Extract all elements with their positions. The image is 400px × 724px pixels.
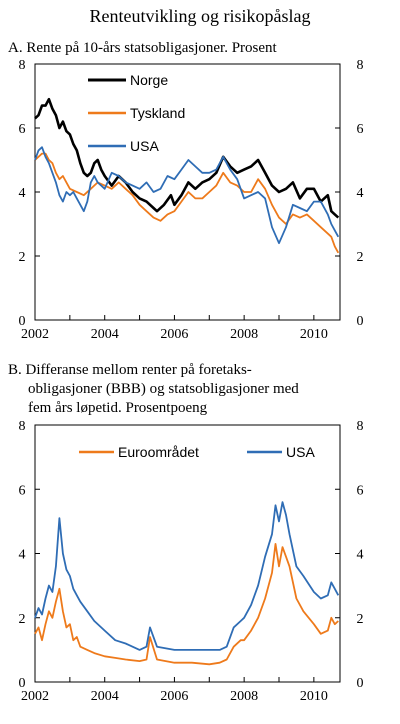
- panel-b-legend-label: Euroområdet: [118, 444, 199, 460]
- panel-b-title-line-3: fem års løpetid. Prosentpoeng: [28, 400, 208, 416]
- panel-b-series-euroomr-det-line: [34, 543, 339, 666]
- panel-b-title-line-2: obligasjoner (BBB) og statsobligasjoner …: [28, 381, 299, 397]
- panel-a-xtick-label: 2008: [230, 327, 258, 342]
- panel-a-ytick-label-left: 4: [19, 186, 26, 201]
- panel-b-ytick-label-left: 4: [19, 548, 26, 563]
- panel-a-series-usa-line: [34, 146, 340, 245]
- panel-b-ytick-label-left: 0: [19, 676, 26, 691]
- panel-a-chart: 0 0 2 2 4 4 6 6 8 8 2002 2004 2006 2008 2010 Norge Tyskl…: [19, 58, 364, 342]
- panel-b-ytick-label-right: 0: [357, 676, 364, 691]
- panel-b-legend-label: USA: [286, 444, 315, 460]
- panel-a-xtick-label: 2004: [91, 327, 119, 342]
- panel-b-title-line-1: B. Differanse mellom renter på foretaks-: [8, 362, 252, 378]
- panel-a-series-norge-line: [34, 97, 340, 219]
- panel-b-ytick-label-right: 4: [357, 548, 364, 563]
- panel-b-xtick-label: 2004: [91, 689, 119, 704]
- panel-a-ytick-label-left: 2: [19, 250, 26, 265]
- panel-a-ytick-label-right: 6: [357, 122, 364, 137]
- panel-b-chart: 0 0 2 2 4 4 6 6 8 8 2002 2004 2006 2008 2010 Euroområde…: [19, 419, 364, 704]
- panel-b-ytick-label-left: 8: [19, 419, 26, 434]
- figure-title: Renteutvikling og risikopåslag: [90, 6, 311, 26]
- panel-a-legend-label: USA: [130, 138, 159, 154]
- panel-b-ytick-label-right: 6: [357, 483, 364, 498]
- panel-b-xtick-label: 2006: [160, 689, 188, 704]
- panel-a-ytick-label-right: 8: [357, 58, 364, 73]
- panel-a-legend-label: Norge: [130, 72, 168, 88]
- panel-a-ytick-label-left: 6: [19, 122, 26, 137]
- panel-a-xtick-label: 2010: [300, 327, 328, 342]
- panel-b-series-usa-line: [34, 501, 340, 651]
- panel-b-ytick-label-right: 2: [357, 612, 364, 627]
- panel-a-legend-label: Tyskland: [130, 105, 185, 121]
- panel-a-series-tyskland-line: [34, 152, 340, 254]
- panel-b-xtick-label: 2008: [230, 689, 258, 704]
- panel-a-ytick-label-right: 4: [357, 186, 364, 201]
- panel-b-ytick-label-left: 2: [19, 612, 26, 627]
- panel-a-xtick-label: 2006: [160, 327, 188, 342]
- panel-a-title: A. Rente på 10-års statsobligasjoner. Pr…: [8, 40, 278, 56]
- panel-b-ytick-label-left: 6: [19, 483, 26, 498]
- panel-b-ytick-label-right: 8: [357, 419, 364, 434]
- panel-a-ytick-label-right: 2: [357, 250, 364, 265]
- panel-a-ytick-label-right: 0: [357, 314, 364, 329]
- panel-b-xtick-label: 2010: [300, 689, 328, 704]
- panel-b-xtick-label: 2002: [21, 689, 49, 704]
- panel-a-ytick-label-left: 0: [19, 314, 26, 329]
- panel-a-xtick-label: 2002: [21, 327, 49, 342]
- panel-a-ytick-label-left: 8: [19, 58, 26, 73]
